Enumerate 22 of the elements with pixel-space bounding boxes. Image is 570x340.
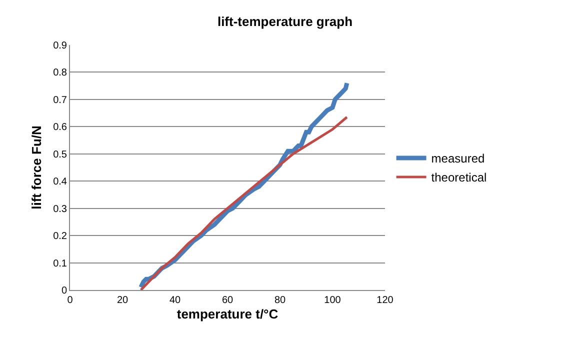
y-axis-title: lift force Fu/N (29, 126, 44, 210)
y-tick-label: 0.3 (53, 204, 68, 215)
y-tick-label: 0.5 (53, 149, 68, 160)
y-tick-label: 0.6 (53, 122, 68, 134)
x-axis-title: temperature t/°C (176, 306, 279, 322)
y-tick-label: 0 (61, 286, 68, 296)
x-tick-label: 60 (222, 295, 234, 306)
x-tick-label: 100 (324, 295, 342, 306)
x-tick-label: 20 (116, 295, 128, 306)
x-tick-label: 40 (169, 295, 181, 306)
y-tick-label: 0.1 (53, 258, 68, 270)
line-series (140, 116, 348, 290)
x-tick-label: 80 (274, 295, 286, 306)
y-tick-label: 0.9 (53, 40, 68, 52)
y-tick-label: 0.7 (53, 94, 68, 106)
y-tick-label: 0.2 (53, 231, 68, 242)
legend-label: theoretical (431, 170, 487, 185)
x-tick-label: 120 (376, 295, 394, 306)
chart-title: lift-temperature graph (217, 14, 353, 30)
y-tick-label: 0.4 (53, 176, 68, 188)
y-tick-label: 0.8 (53, 68, 68, 79)
legend-label: measured (431, 152, 485, 166)
